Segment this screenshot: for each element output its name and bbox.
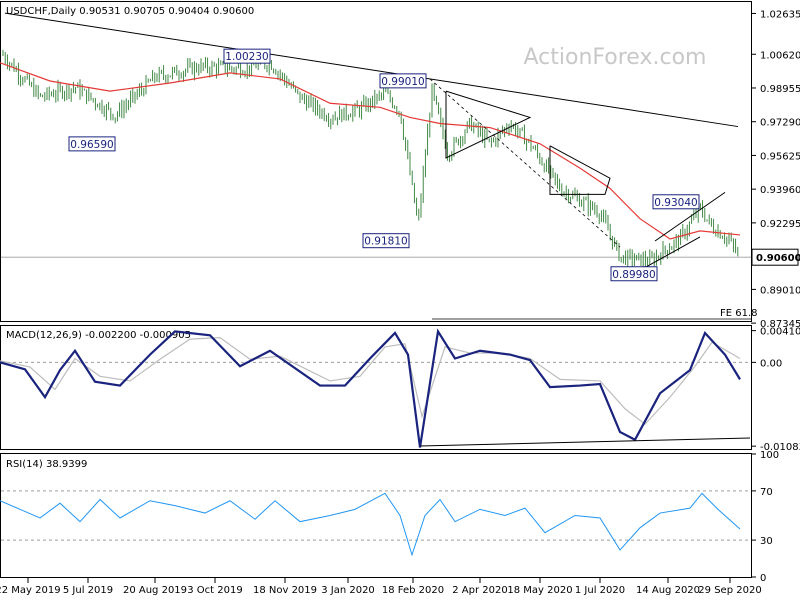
trendline [4,12,739,128]
x-tick-label: 14 Aug 2020 [636,585,700,596]
x-tick-label: 3 Oct 2019 [187,585,242,596]
price-annotation: 0.99010 [379,73,427,89]
annotation-label: 1.00230 [225,51,268,63]
last-price-box [751,248,799,266]
wedge-pattern [549,145,611,195]
x-tick-label: 18 Nov 2019 [253,585,317,596]
x-tick-label: 18 May 2020 [507,585,572,596]
macd-line [0,328,741,448]
macd-signal-line [0,336,741,426]
x-tick-label: 29 Sep 2020 [698,585,761,596]
price-tick-label: 0.97290 [760,118,800,129]
triangle-pattern [445,90,532,159]
x-tick-label: 5 Jul 2019 [63,585,113,596]
macd-tick-label: 0.004101 [760,327,800,338]
macd-tick-label: -0.010833 [760,442,800,453]
annotation-box [379,73,427,89]
rsi-pane [0,453,752,578]
moving-average-line [0,62,741,240]
annotation-label: 0.96590 [70,139,113,151]
price-tick-label: 0.87345 [760,319,800,330]
annotation-label: 0.89980 [612,269,655,281]
annotation-label: 0.91810 [364,236,407,248]
annotation-label: 0.93040 [654,197,697,209]
x-tick-label: 2 Apr 2020 [452,585,507,596]
rsi-line [0,492,741,557]
rsi-tick-label: 0 [760,573,766,584]
fe-level-label: FE 61.8 [720,308,758,319]
price-tick-label: 0.95625 [760,151,800,162]
price-tick-label: 0.98955 [760,84,800,95]
price-annotation: 0.93040 [652,194,700,210]
trendline [654,191,726,242]
dashed-channel-line [429,78,621,248]
x-tick-label: 20 Aug 2019 [123,585,187,596]
annotation-box [223,48,271,64]
macd-pane [0,325,752,450]
macd-header: MACD(12,26,9) -0.002200 -0.000905 [6,330,191,341]
price-tick-label: 0.89010 [760,285,800,296]
price-tick-label: 1.00620 [760,50,800,61]
x-tick-label: 1 Jul 2020 [575,585,625,596]
annotation-box [68,136,116,152]
annotation-label: 0.99010 [381,76,424,88]
watermark: ActionForex.com [524,45,707,70]
symbol-header: USDCHF,Daily 0.90531 0.90705 0.90404 0.9… [6,6,254,17]
x-tick-label: 3 Jan 2020 [321,585,375,596]
price-tick-label: 0.93960 [760,185,800,196]
rsi-tick-label: 100 [760,450,779,461]
rsi-header: RSI(14) 38.9399 [6,459,87,470]
price-tick-label: 1.02635 [760,9,800,20]
price-annotation: 1.00230 [223,48,271,64]
rsi-tick-label: 30 [760,536,773,547]
annotation-box [610,266,658,282]
rsi-tick-label: 70 [760,487,773,498]
x-tick-label: 22 May 2019 [0,585,61,596]
macd-tick-label: 0.00 [760,358,782,369]
trendline [639,236,701,271]
annotation-box [362,233,410,249]
price-annotation: 0.96590 [68,136,116,152]
price-annotation: 0.91810 [362,233,410,249]
last-price-label: 0.90600 [756,253,800,264]
price-annotation: 0.89980 [610,266,658,282]
macd-support-line [419,437,751,447]
x-tick-label: 18 Feb 2020 [382,585,444,596]
price-tick-label: 0.92295 [760,219,800,230]
annotation-box [652,194,700,210]
